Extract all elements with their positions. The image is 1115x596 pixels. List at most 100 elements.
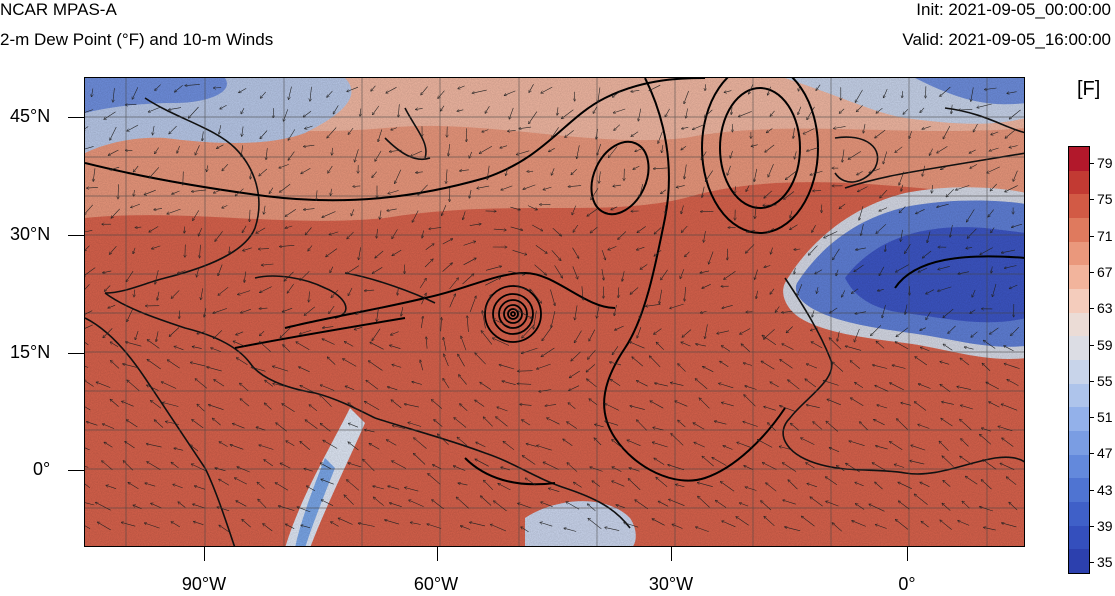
colorbar-tick: [1089, 489, 1094, 491]
wind-arrow: [704, 109, 713, 117]
wind-arrow: [421, 86, 428, 95]
colorbar-segment: [1069, 289, 1089, 313]
wind-arrow: [746, 185, 750, 192]
wind-arrow: [775, 306, 780, 313]
wind-arrow: [756, 290, 758, 299]
wind-arrow: [472, 89, 487, 93]
wind-arrow: [898, 482, 912, 489]
wind-arrow: [128, 483, 139, 490]
wind-arrow: [1007, 380, 1019, 386]
wind-arrow: [498, 484, 511, 491]
wind-arrow: [575, 305, 578, 319]
wind-arrow: [768, 86, 771, 95]
wind-arrow: [201, 288, 204, 299]
wind-arrow: [388, 486, 400, 490]
wind-arrow: [879, 266, 885, 276]
wind-arrow: [699, 398, 710, 409]
wind-arrow: [685, 251, 690, 257]
wind-arrow: [178, 502, 186, 508]
wind-arrow: [762, 335, 777, 345]
wind-arrow: [766, 483, 777, 492]
wind-arrow: [242, 126, 243, 137]
wind-arrow: [363, 459, 375, 472]
wind-arrow: [612, 467, 622, 472]
wind-arrow: [638, 108, 642, 121]
wind-arrow: [456, 497, 470, 509]
wind-arrow: [85, 483, 90, 489]
wind-arrow: [303, 111, 312, 117]
wind-arrow: [951, 104, 952, 114]
wind-arrow: [438, 434, 449, 446]
wind-arrow: [705, 170, 713, 182]
wind-arrow: [798, 106, 802, 115]
colorbar-tick: [1089, 308, 1094, 310]
wind-arrow: [96, 502, 111, 511]
wind-arrow: [509, 107, 514, 119]
wind-arrow: [671, 434, 684, 446]
lon-tick: [204, 547, 205, 561]
wind-arrow: [481, 331, 493, 345]
wind-arrow: [705, 324, 708, 338]
wind-arrow: [668, 465, 685, 471]
wind-arrow: [614, 305, 617, 315]
wind-arrow: [537, 446, 552, 451]
wind-arrow: [513, 284, 531, 291]
wind-arrow: [378, 129, 383, 142]
wind-arrow: [219, 479, 230, 486]
wind-arrow: [448, 143, 451, 156]
wind-arrow: [458, 354, 465, 367]
wind-arrow: [798, 85, 800, 91]
wind-arrow: [85, 380, 94, 387]
wind-arrow: [398, 104, 399, 117]
wind-arrow: [463, 241, 476, 246]
wind-arrow: [85, 126, 89, 131]
wind-arrow: [905, 244, 911, 253]
wind-arrow: [133, 165, 139, 172]
wind-arrow: [309, 405, 318, 412]
wind-arrow: [943, 481, 951, 487]
wind-arrow: [680, 269, 685, 278]
wind-arrow: [330, 266, 334, 273]
wind-arrow: [110, 166, 120, 170]
wind-arrow: [241, 108, 245, 114]
wind-arrow: [428, 474, 441, 485]
wind-arrow: [148, 106, 161, 112]
wind-arrow: [785, 527, 801, 532]
wind-arrow: [442, 263, 453, 272]
wind-arrow: [242, 225, 247, 233]
colorbar-segment: [1069, 454, 1089, 479]
wind-arrow: [1011, 326, 1020, 335]
wind-arrow: [572, 247, 579, 258]
colorbar-tick: [1089, 380, 1094, 382]
dewpoint-map: [85, 78, 1024, 546]
wind-arrow: [493, 319, 512, 328]
wind-arrow: [173, 484, 183, 489]
wind-arrow: [702, 284, 711, 288]
wind-arrow: [392, 229, 398, 238]
wind-arrow: [273, 366, 289, 372]
wind-arrow: [192, 420, 204, 429]
wind-arrow: [127, 420, 138, 428]
wind-arrow: [970, 309, 976, 314]
wind-arrow: [366, 380, 379, 390]
wind-arrow: [803, 128, 815, 134]
wind-arrow: [957, 387, 971, 390]
wind-arrow: [370, 342, 384, 350]
wind-arrow: [717, 330, 729, 334]
wind-arrow: [960, 358, 970, 366]
wind-arrow: [304, 306, 315, 315]
wind-arrow: [943, 125, 951, 139]
wind-arrow: [171, 290, 180, 298]
wind-arrow: [469, 189, 472, 198]
wind-arrow: [565, 130, 574, 137]
wind-arrow: [786, 326, 793, 333]
wind-arrow: [937, 146, 948, 153]
wind-arrow: [646, 304, 661, 306]
wind-arrow: [377, 308, 379, 322]
wind-arrow: [425, 244, 434, 251]
wind-arrow: [958, 521, 970, 526]
wind-arrow: [671, 383, 684, 386]
lon-label-60w: 60°W: [413, 574, 459, 594]
wind-arrow: [416, 172, 423, 173]
wind-arrow: [275, 483, 289, 491]
